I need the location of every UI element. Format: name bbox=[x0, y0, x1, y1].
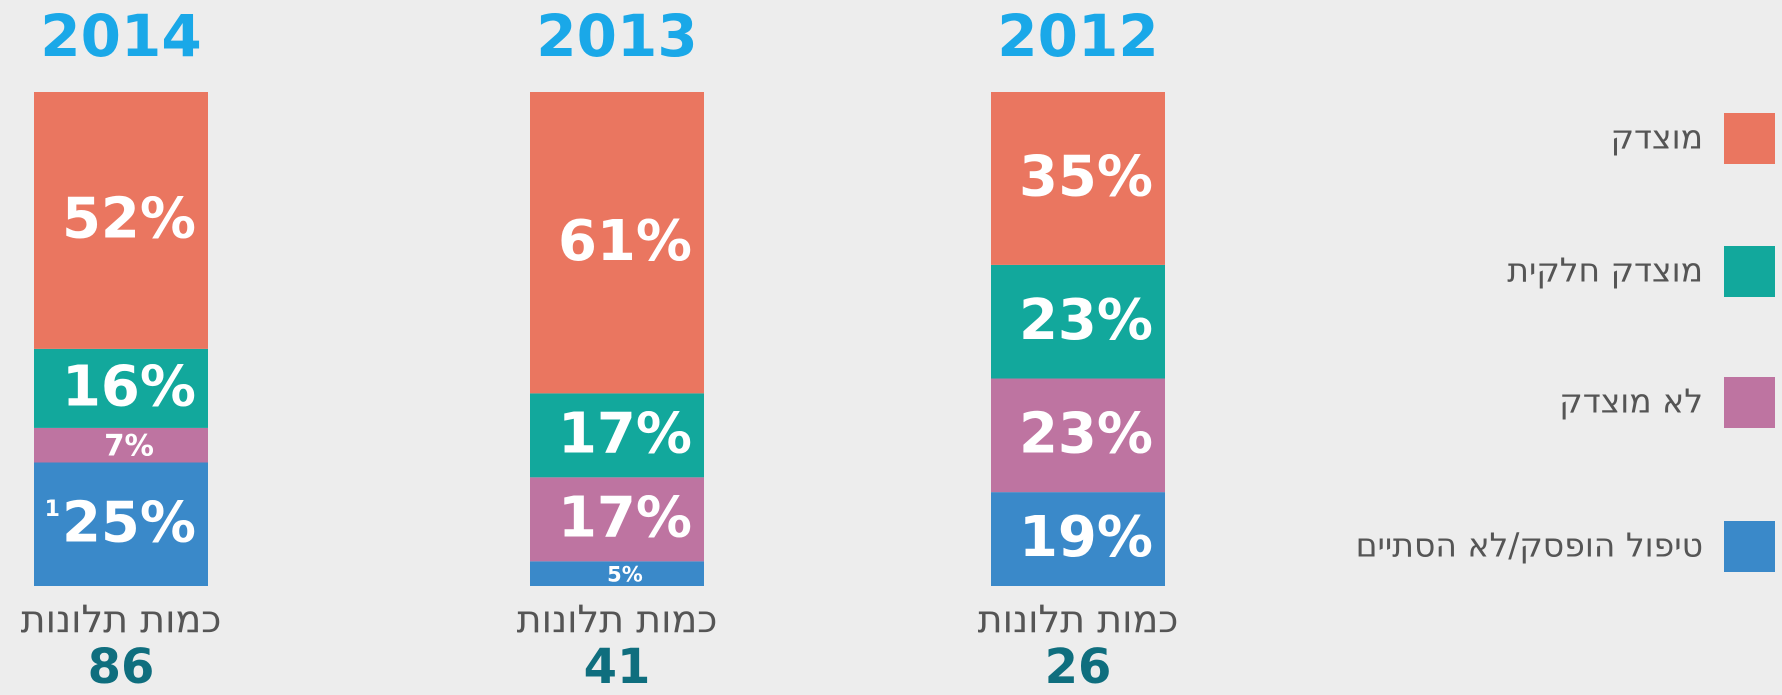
count: 86 bbox=[88, 639, 155, 691]
value-label: 19% bbox=[1019, 505, 1153, 570]
count: 26 bbox=[1045, 639, 1112, 691]
value-label: 5% bbox=[607, 563, 643, 587]
value-label: 61% bbox=[558, 209, 692, 274]
bar-segment bbox=[34, 427, 208, 463]
legend-label: מוצדק bbox=[1611, 118, 1703, 157]
bar-segment bbox=[530, 561, 704, 586]
legend-label: לא מוצדק bbox=[1559, 382, 1703, 421]
year-label: 2014 bbox=[40, 2, 201, 70]
bar-segment bbox=[991, 378, 1165, 493]
bar-segment bbox=[530, 92, 704, 394]
bar-segment bbox=[991, 492, 1165, 586]
bar-segment bbox=[34, 462, 208, 586]
bar-segment bbox=[530, 477, 704, 562]
counts-label: כמות תלונות bbox=[21, 598, 222, 642]
legend-swatch bbox=[1724, 377, 1775, 428]
value-label: 52% bbox=[62, 187, 196, 252]
counts-label: כמות תלונות bbox=[517, 598, 718, 642]
value-label: 7% bbox=[104, 429, 154, 463]
year-label: 2013 bbox=[536, 2, 697, 70]
value-label: 25% bbox=[62, 490, 196, 555]
bar-segment bbox=[530, 393, 704, 478]
value-label: 17% bbox=[558, 485, 692, 550]
legend-swatch bbox=[1724, 521, 1775, 572]
count: 41 bbox=[584, 639, 651, 691]
bar-segment bbox=[991, 92, 1165, 265]
counts-label: כמות תלונות bbox=[978, 598, 1179, 642]
footnote-mark: 1 bbox=[45, 497, 60, 522]
value-label: 23% bbox=[1019, 288, 1153, 353]
legend-label: מוצדק חלקית bbox=[1507, 251, 1703, 290]
legend-label: טיפול הופסק/לא הסתיים bbox=[1356, 526, 1703, 565]
bar-segment bbox=[34, 348, 208, 428]
bar-segment bbox=[991, 264, 1165, 379]
value-label: 16% bbox=[62, 355, 196, 420]
value-label: 23% bbox=[1019, 401, 1153, 466]
bar-segment bbox=[34, 92, 208, 349]
value-label: 35% bbox=[1019, 145, 1153, 210]
legend-swatch bbox=[1724, 246, 1775, 297]
legend-swatch bbox=[1724, 113, 1775, 164]
value-label: 17% bbox=[558, 401, 692, 466]
year-label: 2012 bbox=[997, 2, 1158, 70]
